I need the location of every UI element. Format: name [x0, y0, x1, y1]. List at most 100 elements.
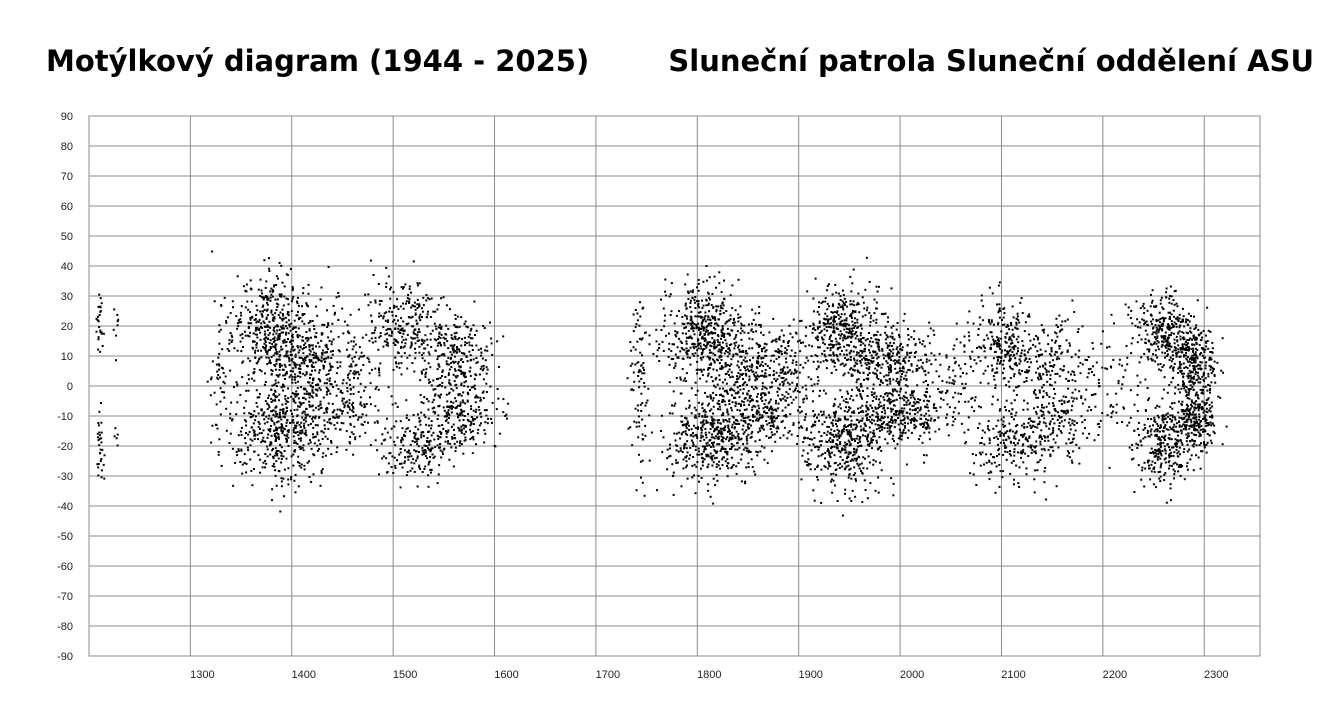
data-point [323, 382, 326, 385]
data-point [408, 285, 411, 288]
data-point [817, 446, 819, 448]
data-point [865, 256, 868, 259]
data-point [865, 358, 868, 360]
data-point [299, 345, 302, 348]
data-point [466, 418, 469, 421]
data-point [902, 367, 905, 370]
data-point [692, 354, 695, 357]
data-point [101, 345, 104, 347]
data-point [305, 420, 307, 423]
data-point [761, 350, 763, 353]
data-point [738, 422, 741, 425]
data-point [885, 374, 888, 377]
data-point [728, 349, 731, 352]
data-point [399, 420, 402, 423]
data-point [774, 380, 777, 383]
data-point [887, 320, 889, 323]
data-point [311, 348, 314, 351]
data-point [257, 288, 260, 291]
data-point [816, 416, 818, 419]
data-point [297, 461, 299, 464]
data-point [438, 335, 440, 338]
data-point [292, 339, 294, 342]
data-point [784, 371, 787, 374]
data-point [680, 415, 683, 418]
data-point [263, 422, 266, 425]
data-point [387, 462, 390, 465]
data-point [909, 402, 911, 405]
data-point [410, 306, 413, 309]
data-point [436, 368, 439, 371]
data-point [249, 311, 251, 314]
data-point [812, 297, 815, 300]
data-point [285, 399, 288, 402]
data-point [693, 406, 696, 409]
data-point [695, 323, 698, 326]
data-point [802, 398, 805, 401]
data-point [378, 371, 381, 374]
data-point [728, 319, 731, 322]
data-point [263, 322, 266, 325]
data-point [304, 417, 307, 420]
data-point [315, 393, 318, 396]
data-point [685, 351, 688, 354]
data-point [99, 460, 102, 463]
data-point [428, 353, 431, 356]
data-point [745, 350, 747, 352]
data-point [307, 381, 310, 384]
data-point [751, 385, 753, 388]
data-point [465, 425, 467, 428]
data-point [226, 348, 229, 350]
data-point [305, 303, 308, 306]
data-point [734, 381, 737, 384]
data-point [728, 439, 730, 442]
data-point [833, 317, 836, 319]
data-point [356, 377, 359, 380]
data-point [857, 378, 860, 381]
data-point [698, 328, 700, 331]
data-point [632, 346, 635, 349]
data-point [434, 388, 437, 391]
data-point [708, 276, 711, 279]
chart-title-right: Sluneční patrola Sluneční oddělení ASU [668, 44, 1314, 78]
data-point [748, 323, 750, 326]
data-point [308, 358, 311, 361]
data-point [733, 324, 736, 327]
data-point [282, 324, 285, 327]
data-point [390, 286, 392, 289]
data-point [753, 373, 755, 376]
data-point [713, 361, 716, 364]
data-point [431, 407, 434, 410]
data-point [261, 310, 264, 313]
data-point [626, 377, 629, 380]
data-point [857, 370, 860, 373]
data-point [380, 442, 383, 445]
data-point [783, 426, 786, 429]
data-point [303, 468, 306, 471]
data-point [410, 461, 413, 464]
data-point [278, 413, 281, 416]
data-point [737, 313, 740, 316]
data-point [875, 353, 878, 356]
data-point [283, 434, 286, 437]
data-point [846, 344, 849, 347]
data-point [700, 368, 703, 371]
data-point [684, 430, 687, 433]
data-point [263, 338, 266, 341]
data-point [773, 415, 776, 418]
data-point [817, 339, 819, 342]
data-point [742, 359, 745, 362]
data-point [715, 369, 718, 372]
data-point [323, 360, 326, 363]
data-point [727, 430, 730, 433]
data-point [751, 430, 754, 433]
data-point [850, 333, 853, 336]
data-point [694, 296, 697, 298]
data-point [486, 368, 489, 371]
data-point [760, 394, 762, 396]
data-point [928, 359, 931, 362]
data-point [373, 421, 376, 424]
data-point [327, 389, 330, 392]
data-point [337, 388, 340, 390]
data-point [363, 403, 366, 406]
